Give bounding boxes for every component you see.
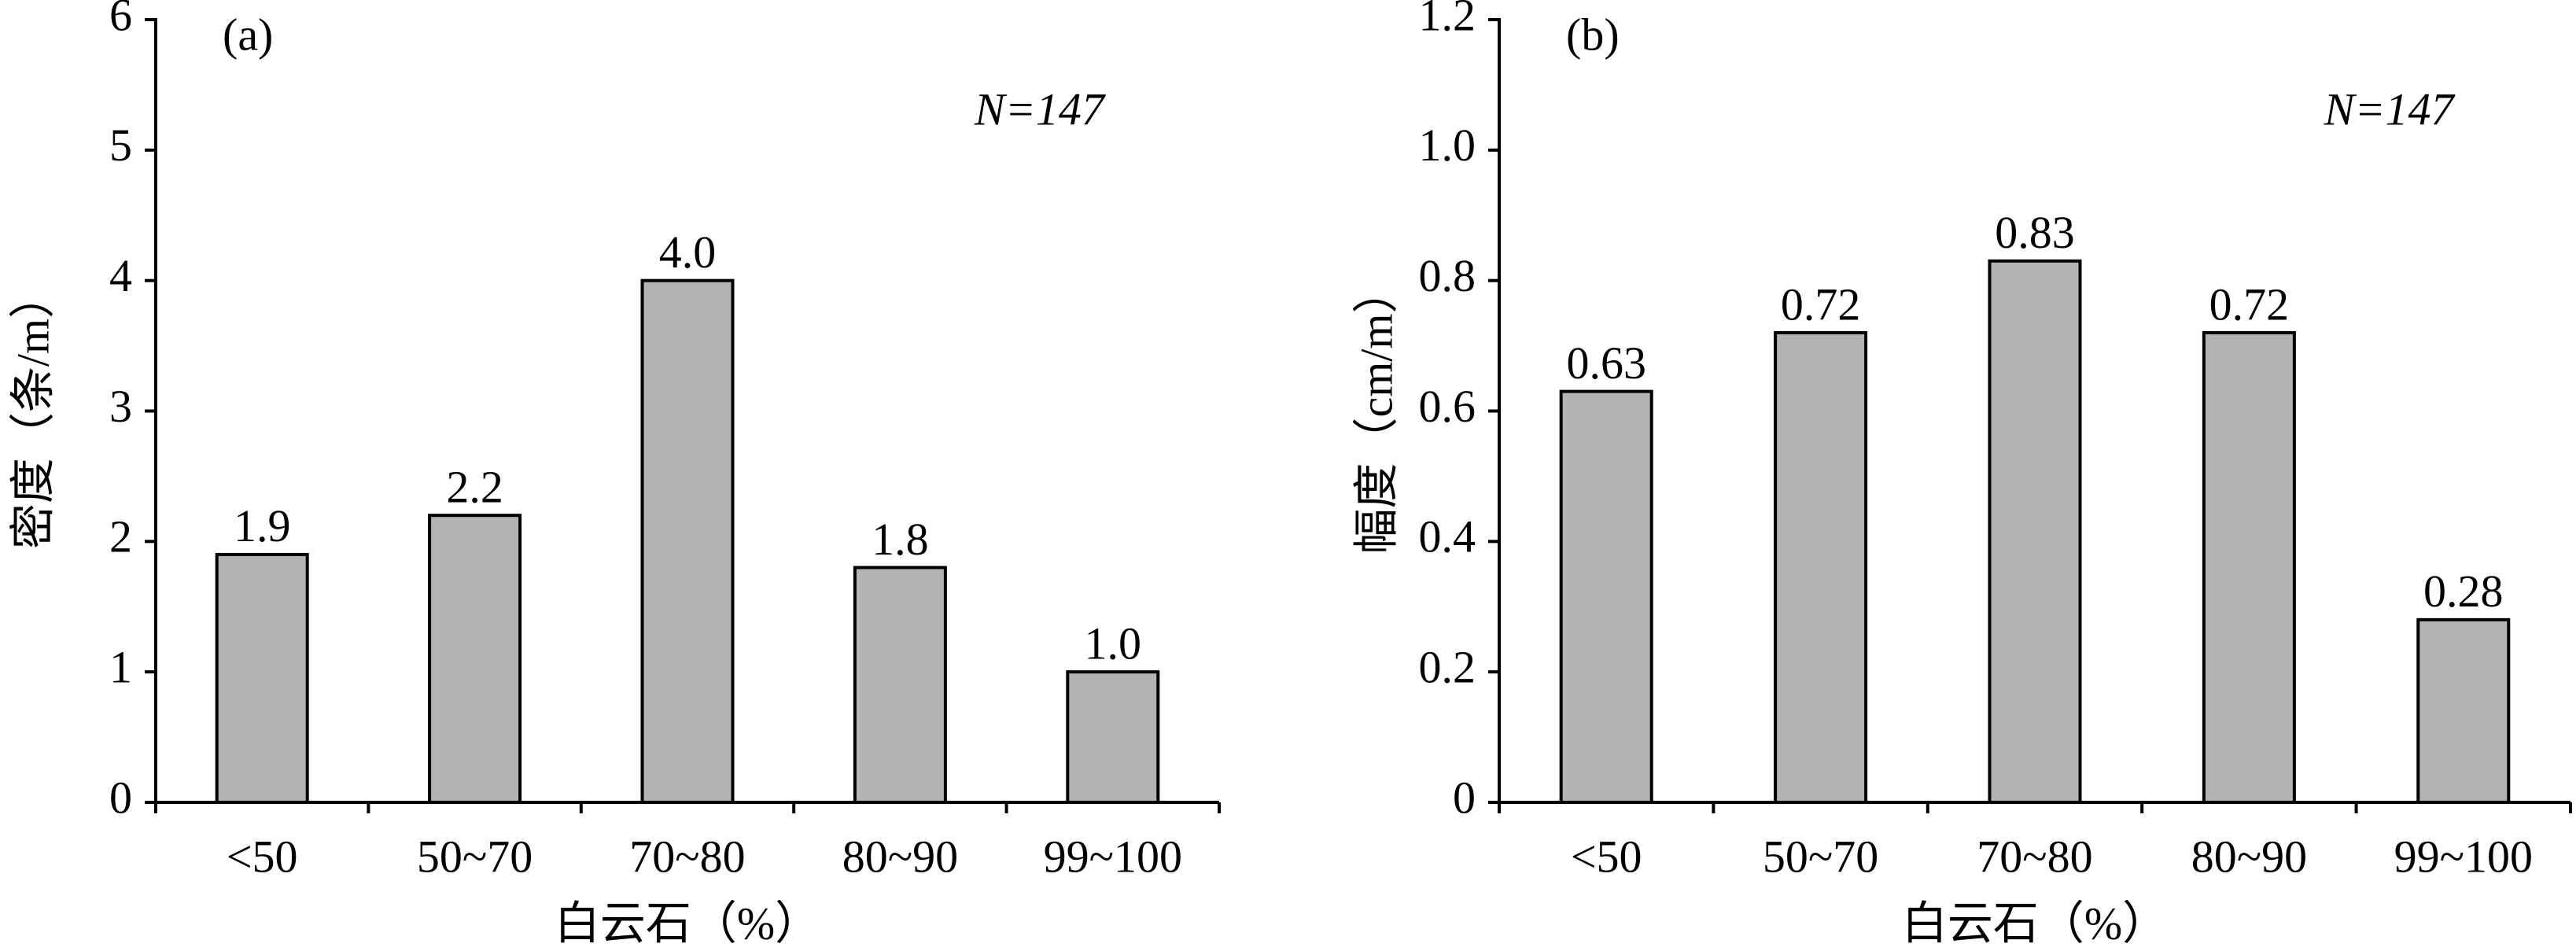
bar bbox=[1988, 259, 2082, 804]
y-tick-label: 0 bbox=[109, 772, 132, 823]
x-tick-label: 70~80 bbox=[1977, 831, 2092, 882]
bar bbox=[640, 278, 735, 804]
bar bbox=[215, 552, 309, 805]
y-tick-label: 0.6 bbox=[1419, 381, 1476, 432]
y-tick-label: 1.0 bbox=[1419, 120, 1476, 171]
x-axis-label: 白云石（%） bbox=[1902, 898, 2168, 949]
value-label: 1.9 bbox=[234, 500, 291, 551]
value-label: 0.72 bbox=[1781, 278, 1861, 330]
bar bbox=[1559, 389, 1653, 804]
value-label: 1.0 bbox=[1085, 617, 1142, 669]
x-tick-label: 80~90 bbox=[2191, 831, 2307, 882]
y-tick-label: 1.2 bbox=[1419, 0, 1476, 40]
sample-size: N=147 bbox=[974, 83, 1106, 135]
x-tick-label: 50~70 bbox=[417, 831, 533, 882]
y-tick-label: 1 bbox=[109, 641, 132, 692]
value-label: 0.83 bbox=[1995, 207, 2075, 258]
x-tick-label: 50~70 bbox=[1763, 831, 1878, 882]
panel-label: (b) bbox=[1566, 9, 1620, 60]
value-label: 0.63 bbox=[1566, 337, 1646, 389]
y-tick-label: 3 bbox=[109, 381, 132, 432]
panel-label: (a) bbox=[223, 9, 273, 60]
x-tick-label: <50 bbox=[227, 831, 298, 882]
value-label: 0.28 bbox=[2423, 566, 2504, 617]
bar bbox=[1066, 670, 1160, 805]
bar bbox=[2416, 617, 2511, 804]
bar bbox=[1774, 331, 1868, 804]
y-tick-label: 0.4 bbox=[1419, 511, 1476, 562]
x-tick-label: 80~90 bbox=[842, 831, 958, 882]
bar bbox=[853, 566, 947, 804]
y-tick-label: 0.2 bbox=[1419, 641, 1476, 692]
bar bbox=[428, 514, 522, 805]
x-tick-label: 70~80 bbox=[629, 831, 745, 882]
y-axis-label: 幅度（cm/m） bbox=[1351, 267, 1402, 554]
value-label: 0.72 bbox=[2209, 278, 2290, 330]
x-tick-label: 99~100 bbox=[1044, 831, 1182, 882]
x-axis-label: 白云石（%） bbox=[555, 898, 820, 949]
y-tick-label: 0 bbox=[1453, 772, 1476, 823]
y-tick-label: 0.8 bbox=[1419, 250, 1476, 301]
value-label: 1.8 bbox=[872, 514, 929, 565]
y-tick-label: 2 bbox=[109, 511, 132, 562]
x-tick-label: 99~100 bbox=[2394, 831, 2533, 882]
sample-size: N=147 bbox=[2324, 83, 2456, 135]
y-tick-label: 4 bbox=[109, 250, 132, 301]
x-tick-label: <50 bbox=[1571, 831, 1642, 882]
value-label: 4.0 bbox=[659, 227, 717, 278]
y-tick-label: 6 bbox=[109, 0, 132, 40]
bar bbox=[2202, 331, 2296, 804]
y-axis-label: 密度（条/m） bbox=[7, 273, 58, 549]
y-tick-label: 5 bbox=[109, 120, 132, 171]
value-label: 2.2 bbox=[446, 461, 503, 512]
